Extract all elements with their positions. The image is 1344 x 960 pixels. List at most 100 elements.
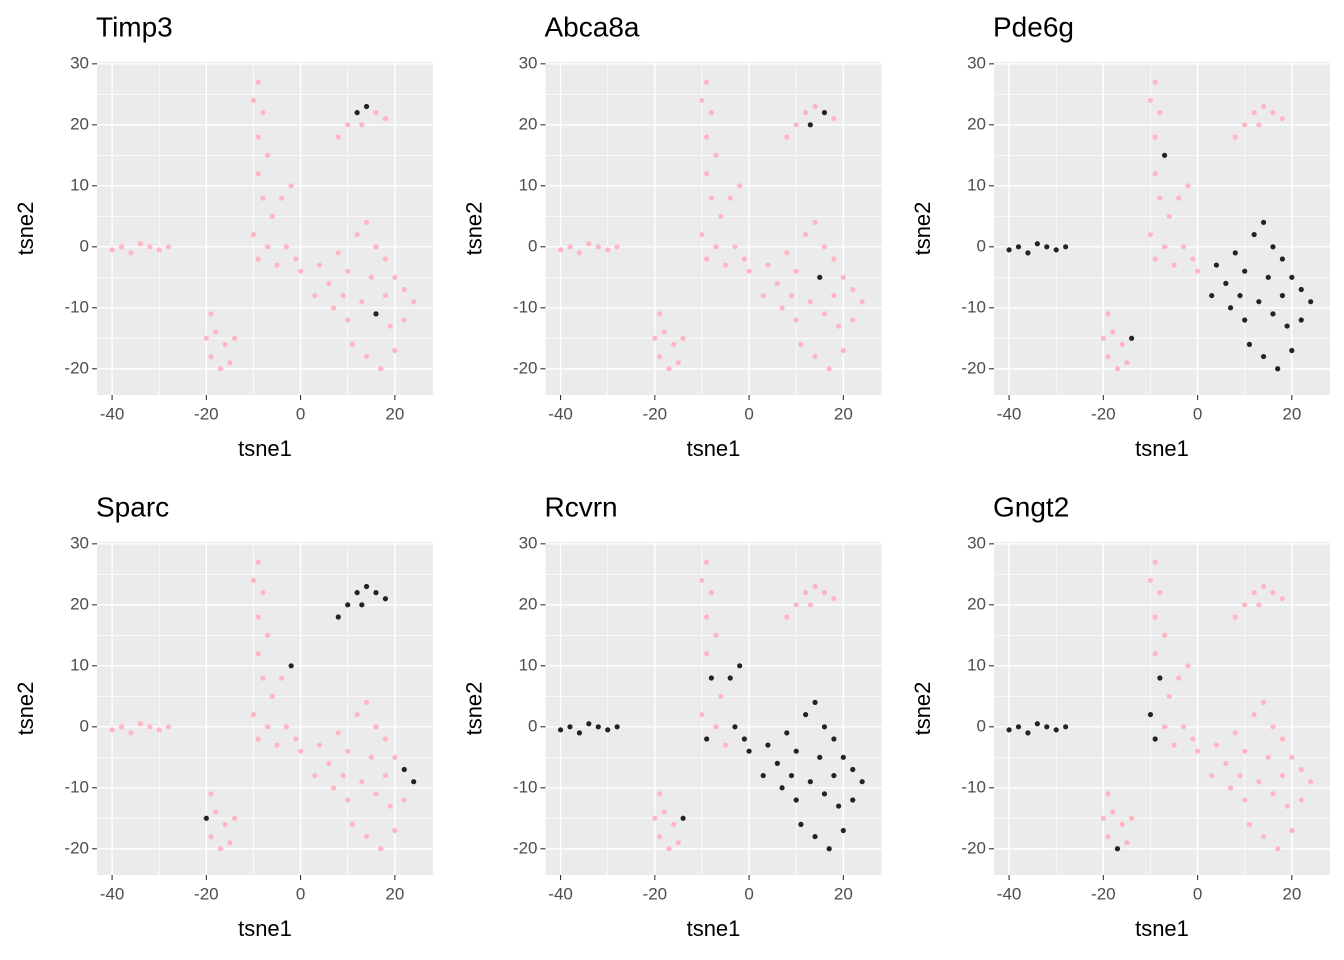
- point: [128, 730, 134, 736]
- point: [288, 663, 294, 669]
- point: [793, 317, 799, 323]
- point: [1308, 299, 1314, 305]
- point: [255, 171, 261, 177]
- point: [1119, 341, 1125, 347]
- point: [708, 195, 714, 201]
- point: [803, 110, 809, 116]
- point: [803, 711, 809, 718]
- point: [222, 821, 228, 827]
- y-tick-label: 10: [519, 655, 538, 674]
- point: [260, 590, 266, 596]
- point: [708, 590, 714, 596]
- point: [737, 663, 743, 669]
- point: [666, 846, 672, 852]
- point: [1242, 122, 1248, 128]
- point: [708, 110, 714, 116]
- point: [831, 772, 837, 779]
- point: [1166, 693, 1172, 699]
- y-tick-label: 0: [80, 716, 89, 735]
- point: [156, 247, 162, 253]
- y-tick-label: 20: [70, 594, 89, 613]
- point: [1270, 110, 1276, 116]
- point: [387, 803, 393, 809]
- point: [859, 299, 865, 305]
- point: [297, 748, 304, 754]
- x-axis-label: tsne1: [687, 916, 741, 941]
- x-tick-label: -40: [548, 404, 573, 423]
- y-tick-label: 0: [80, 236, 89, 255]
- point: [793, 748, 799, 754]
- y-tick-label: 10: [519, 175, 538, 194]
- point: [1213, 262, 1220, 268]
- point: [605, 247, 611, 253]
- point: [1242, 748, 1248, 754]
- point: [708, 675, 714, 681]
- point: [1034, 241, 1040, 247]
- point: [1152, 134, 1158, 140]
- point: [1063, 244, 1069, 250]
- point: [1053, 727, 1059, 733]
- point: [812, 219, 818, 226]
- point: [1157, 195, 1163, 201]
- point: [576, 730, 583, 736]
- point: [1147, 577, 1154, 584]
- point: [222, 341, 228, 347]
- point: [1034, 721, 1040, 727]
- point: [840, 827, 846, 834]
- x-tick-label: 20: [385, 404, 404, 423]
- point: [1105, 311, 1111, 317]
- point: [283, 724, 290, 730]
- point: [1119, 821, 1125, 827]
- point: [1232, 730, 1238, 736]
- point: [345, 317, 351, 323]
- point: [741, 256, 747, 262]
- point: [363, 833, 370, 840]
- point: [840, 274, 846, 280]
- point: [850, 317, 856, 323]
- y-tick-label: -10: [64, 297, 89, 316]
- point: [260, 675, 266, 681]
- point: [1223, 280, 1229, 286]
- point: [373, 110, 379, 116]
- point: [1124, 360, 1130, 366]
- point: [137, 721, 143, 727]
- point: [746, 268, 752, 274]
- point: [680, 815, 686, 821]
- chart-title: Pde6g: [993, 11, 1074, 42]
- y-tick-label: -10: [64, 777, 89, 796]
- point: [718, 213, 724, 219]
- y-axis-label: tsne2: [461, 202, 486, 256]
- point: [680, 335, 686, 341]
- x-tick-label: -40: [100, 884, 125, 903]
- point: [1298, 286, 1304, 293]
- point: [1213, 742, 1220, 748]
- point: [699, 97, 705, 104]
- y-tick-label: -20: [961, 358, 986, 377]
- point: [387, 323, 393, 329]
- y-tick-label: 0: [528, 716, 537, 735]
- point: [826, 846, 832, 852]
- point: [312, 292, 318, 299]
- x-axis-label: tsne1: [238, 916, 292, 941]
- point: [557, 727, 564, 733]
- point: [109, 727, 115, 733]
- point: [128, 250, 134, 256]
- point: [704, 614, 710, 620]
- point: [345, 748, 351, 754]
- point: [557, 247, 564, 253]
- point: [1298, 766, 1304, 773]
- point: [831, 256, 837, 262]
- x-tick-label: -20: [194, 404, 219, 423]
- point: [567, 724, 573, 730]
- y-tick-label: 10: [967, 175, 986, 194]
- point: [850, 286, 856, 293]
- point: [1237, 292, 1243, 299]
- point: [812, 353, 818, 360]
- point: [363, 219, 370, 226]
- x-tick-label: -40: [548, 884, 573, 903]
- point: [293, 256, 299, 262]
- point: [807, 602, 813, 608]
- point: [255, 614, 261, 620]
- point: [1171, 262, 1177, 268]
- point: [354, 711, 360, 718]
